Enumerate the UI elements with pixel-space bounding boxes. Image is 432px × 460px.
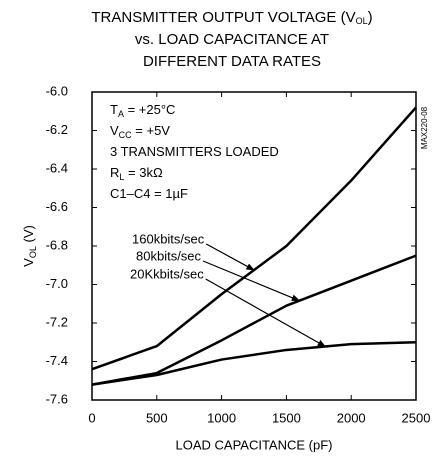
y-tick-label: -7.2 <box>46 314 68 329</box>
y-axis-label: VOL (V) <box>21 225 38 267</box>
chart-title: DIFFERENT DATA RATES <box>143 53 321 70</box>
y-tick-label: -7.0 <box>46 276 68 291</box>
text-part: vs. LOAD CAPACITANCE AT <box>135 31 329 48</box>
x-tick-label: 0 <box>88 410 95 425</box>
subscript: A <box>118 109 124 119</box>
annotation: VCC = +5V <box>110 123 170 140</box>
series-label: 80kbits/sec <box>136 248 202 263</box>
text-part: C1–C4 = 1µF <box>110 186 188 201</box>
y-tick-label: -6.6 <box>46 199 68 214</box>
subscript: CC <box>119 130 132 140</box>
annotation: C1–C4 = 1µF <box>110 186 188 201</box>
y-tick-label: -7.6 <box>46 391 68 406</box>
text-part: R <box>110 165 119 180</box>
text-part: T <box>110 102 118 117</box>
label-arrow <box>205 278 327 348</box>
subscript: OL <box>28 246 38 258</box>
x-tick-label: 500 <box>146 410 168 425</box>
annotation-bg <box>108 98 280 210</box>
y-tick-label: -6.0 <box>46 83 68 98</box>
series-label: 160kbits/sec <box>132 231 205 246</box>
subscript: OL <box>356 16 368 26</box>
x-tick-label: 1000 <box>207 410 236 425</box>
annotation: TA = +25°C <box>110 102 175 119</box>
text-part: = +5V <box>132 123 171 138</box>
y-tick-label: -7.4 <box>46 353 68 368</box>
label-arrow <box>205 243 255 271</box>
text-part: = 3kΩ <box>124 165 163 180</box>
text-part: V <box>110 123 119 138</box>
text-part: 3 TRANSMITTERS LOADED <box>110 144 279 159</box>
text-part: TRANSMITTER OUTPUT VOLTAGE (V <box>91 9 355 26</box>
series-line <box>91 254 417 386</box>
series-line <box>91 341 417 386</box>
text-part: ) <box>368 9 373 26</box>
side-note: MAX220-08 <box>420 106 429 149</box>
chart-title: TRANSMITTER OUTPUT VOLTAGE (VOL) <box>91 9 372 26</box>
annotation: RL = 3kΩ <box>110 165 163 182</box>
x-tick-label: 2500 <box>402 410 431 425</box>
annotation: 3 TRANSMITTERS LOADED <box>110 144 279 159</box>
y-tick-label: -6.2 <box>46 122 68 137</box>
label-arrow <box>202 260 301 302</box>
x-axis-label: LOAD CAPACITANCE (pF) <box>176 437 333 452</box>
text-part: V <box>21 258 36 267</box>
y-tick-label: -6.8 <box>46 237 68 252</box>
series-label: 20Kkbits/sec <box>130 266 204 281</box>
chart-title: vs. LOAD CAPACITANCE AT <box>135 31 329 48</box>
text-part: = +25°C <box>124 102 175 117</box>
x-tick-label: 1500 <box>272 410 301 425</box>
text-part: (V) <box>21 225 36 246</box>
y-tick-label: -6.4 <box>46 160 68 175</box>
x-tick-label: 2000 <box>337 410 366 425</box>
subscript: L <box>119 172 124 182</box>
text-part: DIFFERENT DATA RATES <box>143 53 321 70</box>
